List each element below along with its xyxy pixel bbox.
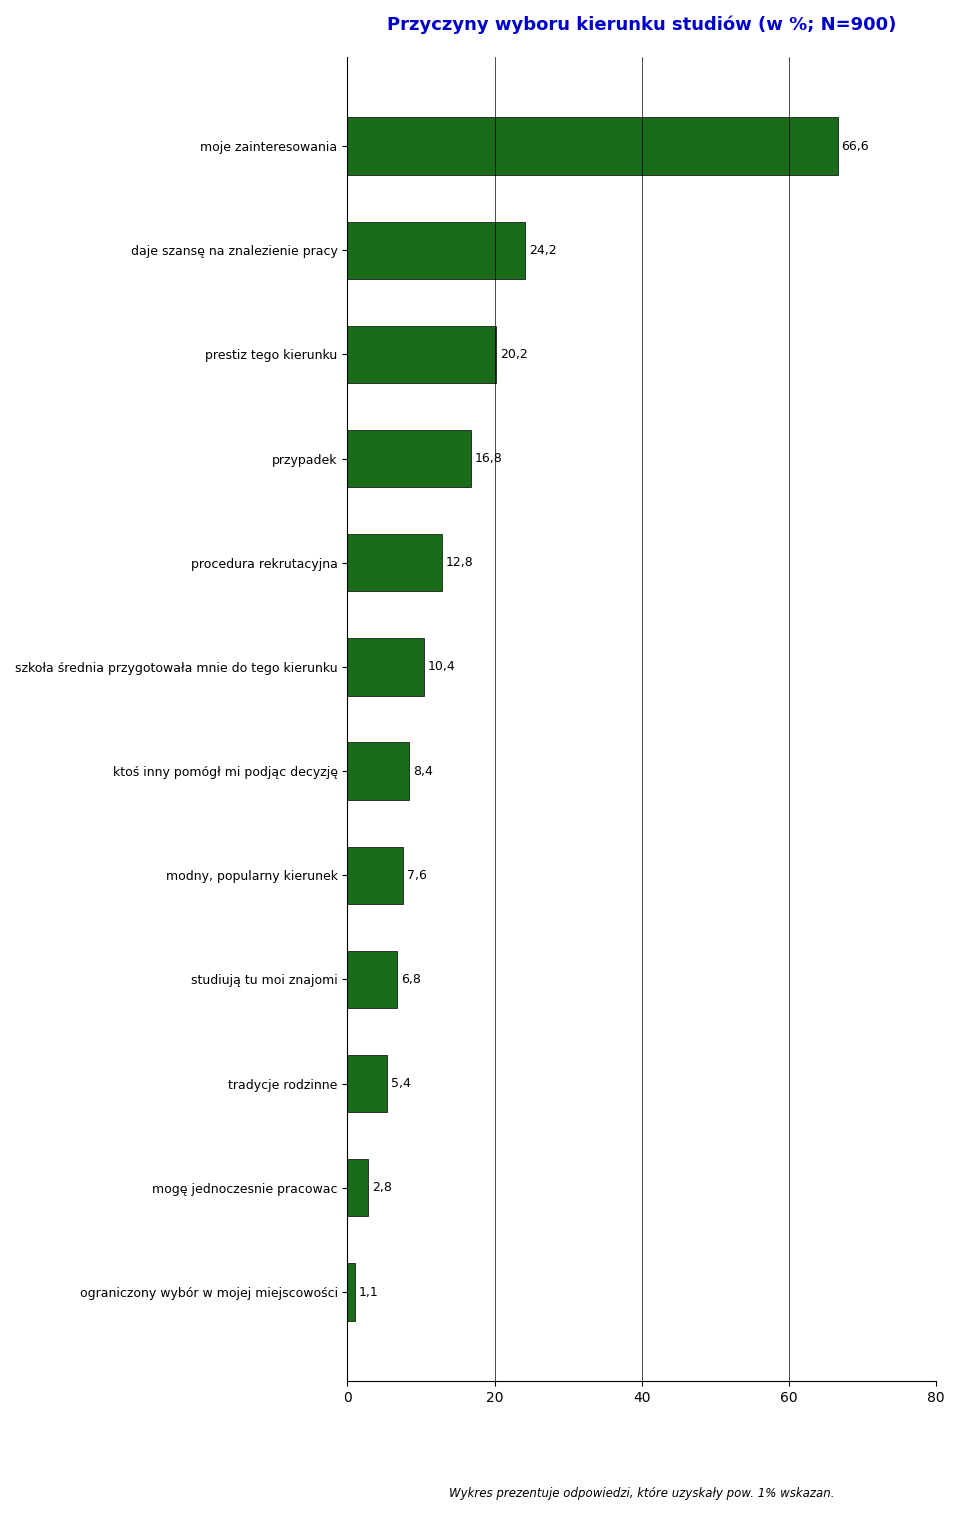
Bar — [348, 1264, 355, 1321]
Bar — [348, 325, 496, 384]
Bar — [348, 638, 424, 695]
Bar — [348, 534, 442, 592]
Text: 5,4: 5,4 — [391, 1077, 411, 1091]
Bar — [348, 430, 471, 488]
Text: 10,4: 10,4 — [427, 661, 455, 673]
Text: 2,8: 2,8 — [372, 1181, 392, 1195]
Title: Przyczyny wyboru kierunku studiów (w %; N=900): Przyczyny wyboru kierunku studiów (w %; … — [387, 15, 897, 34]
Text: 1,1: 1,1 — [359, 1285, 379, 1298]
Bar — [348, 951, 397, 1008]
Text: 20,2: 20,2 — [500, 348, 527, 360]
Bar — [348, 742, 409, 799]
Text: 16,8: 16,8 — [474, 453, 502, 465]
Text: 7,6: 7,6 — [407, 868, 427, 882]
Text: 12,8: 12,8 — [445, 557, 473, 569]
Text: 6,8: 6,8 — [401, 973, 420, 986]
Bar — [348, 847, 403, 904]
Bar — [348, 1160, 368, 1216]
Text: 24,2: 24,2 — [529, 244, 557, 256]
Bar — [348, 1055, 387, 1112]
Text: 66,6: 66,6 — [841, 140, 869, 152]
Bar — [348, 118, 837, 175]
Bar — [348, 221, 525, 279]
Text: Wykres prezentuje odpowiedzi, które uzyskały pow. 1% wskazan.: Wykres prezentuje odpowiedzi, które uzys… — [449, 1486, 834, 1500]
Text: 8,4: 8,4 — [413, 764, 433, 778]
